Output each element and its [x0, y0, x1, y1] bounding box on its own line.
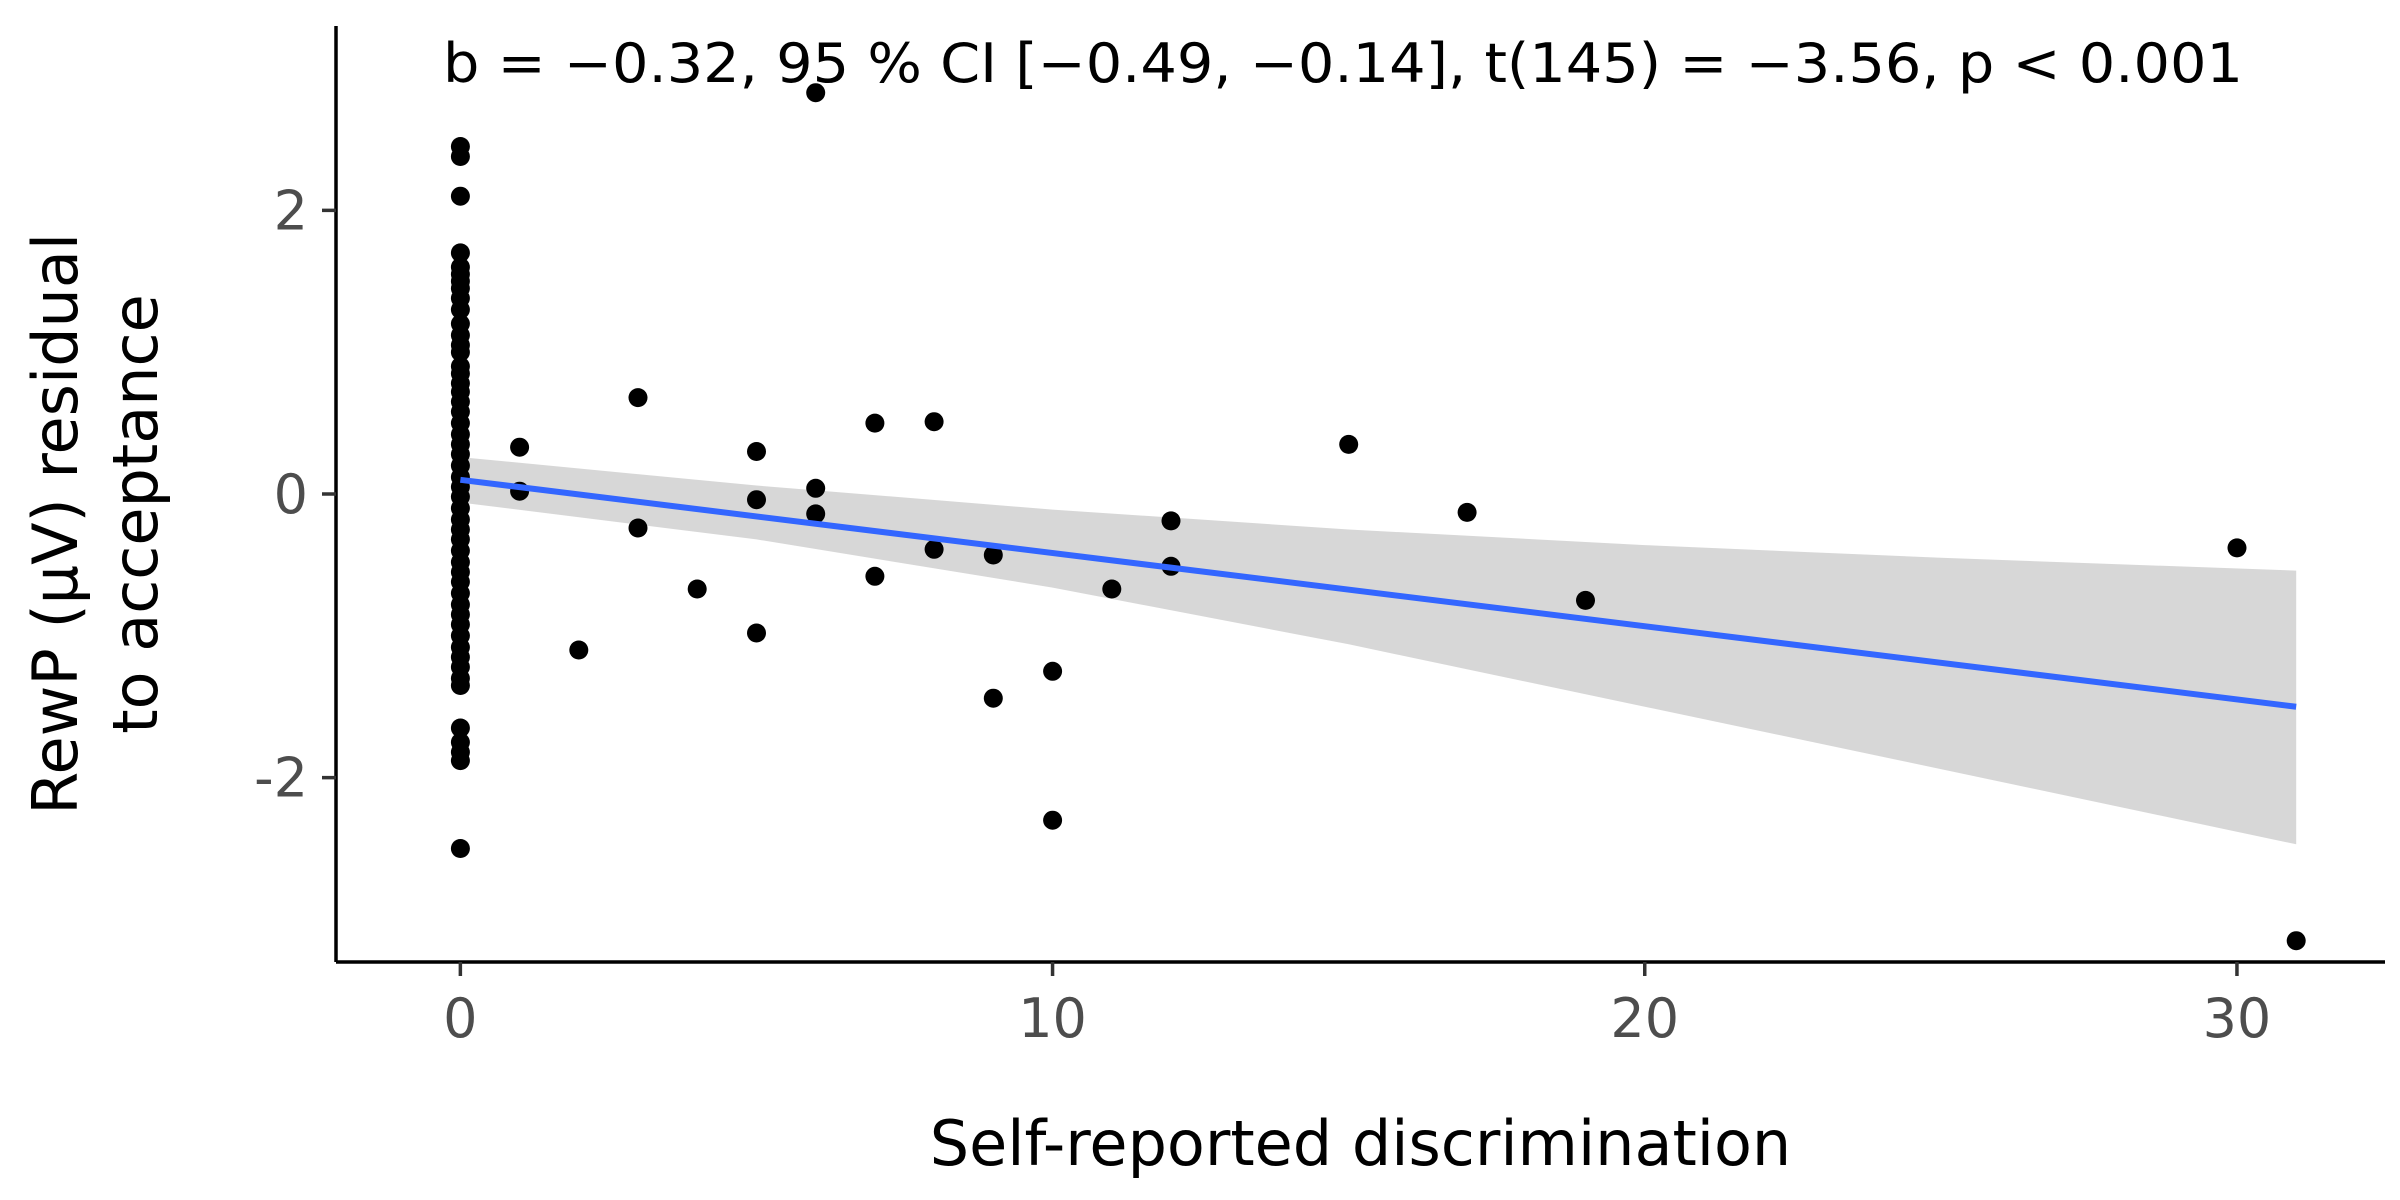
data-point [983, 545, 1003, 565]
data-point [1043, 661, 1063, 681]
x-tick-label: 10 [1018, 987, 1087, 1050]
data-point [450, 718, 470, 738]
data-point [450, 147, 470, 166]
data-point [450, 751, 470, 771]
data-point [1102, 579, 1122, 599]
data-point [806, 83, 826, 103]
data-point [1457, 502, 1477, 522]
data-point [450, 243, 470, 263]
ticks-layer: 0 10 20 30 -2 0 2 [254, 179, 2271, 1050]
data-point [450, 342, 470, 362]
y-tick-label: 2 [274, 179, 308, 242]
y-tick-label: 0 [274, 463, 308, 526]
y-axis-title: RewP (µV) residual to acceptance [19, 213, 172, 815]
data-point [747, 490, 766, 510]
data-point [806, 478, 826, 498]
ci-band-layer [460, 457, 2297, 845]
data-point [983, 688, 1003, 708]
data-point [1043, 810, 1063, 830]
data-point [747, 442, 766, 461]
fit-line [459, 476, 2297, 710]
data-point [510, 437, 530, 457]
y-axis-title-line-1: RewP (µV) residual [19, 233, 92, 815]
data-point [924, 539, 944, 559]
data-point [806, 504, 826, 524]
data-point [687, 579, 707, 599]
data-points-layer [450, 83, 2306, 951]
data-point [865, 566, 885, 586]
data-point [450, 300, 470, 320]
data-point [1161, 511, 1181, 531]
data-point [1339, 434, 1359, 454]
data-point [450, 186, 470, 206]
data-point [628, 388, 648, 408]
data-point [865, 413, 885, 433]
data-point [747, 623, 766, 643]
data-point [924, 412, 944, 432]
x-axis-title: Self-reported discrimination [930, 1107, 1791, 1180]
data-point [628, 518, 648, 538]
data-point [569, 640, 589, 660]
x-tick-label: 0 [443, 987, 477, 1050]
data-point [2227, 538, 2247, 558]
data-point [450, 839, 470, 858]
ci-band [460, 457, 2297, 845]
stats-annotation: b = −0.32, 95 % CI [−0.49, −0.14], t(145… [443, 32, 2243, 95]
data-point [2286, 931, 2306, 951]
y-tick-label: -2 [254, 747, 308, 810]
y-axis-title-line-2: to acceptance [99, 294, 172, 733]
x-tick-label: 30 [2203, 987, 2272, 1050]
data-point [1576, 590, 1595, 610]
fit-line-layer [459, 476, 2297, 710]
data-point [450, 676, 470, 695]
x-tick-label: 20 [1610, 987, 1679, 1050]
